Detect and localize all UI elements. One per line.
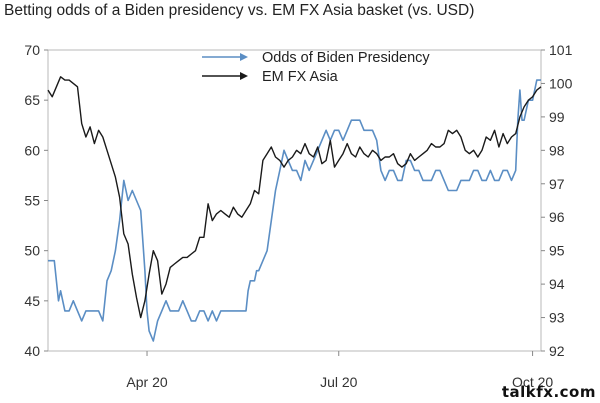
chart-title: Betting odds of a Biden presidency vs. E…: [4, 2, 475, 19]
right-tick-label: 93: [549, 310, 565, 326]
right-tick-label: 96: [549, 209, 565, 225]
left-tick-label: 65: [24, 92, 40, 108]
left-tick-label: 40: [24, 343, 40, 359]
left-tick-label: 45: [24, 293, 40, 309]
right-tick-label: 99: [549, 109, 565, 125]
right-tick-label: 95: [549, 243, 565, 259]
watermark: talkfx.com: [501, 383, 596, 401]
right-tick-label: 98: [549, 142, 565, 158]
x-tick-label: Oct 20: [512, 374, 553, 390]
legend-arrow-icon: [240, 72, 248, 80]
left-tick-label: 60: [24, 142, 40, 158]
right-tick-label: 92: [549, 343, 565, 359]
x-tick-label: Apr 20: [126, 374, 167, 390]
left-tick-label: 50: [24, 243, 40, 259]
left-tick-label: 55: [24, 193, 40, 209]
right-tick-label: 100: [549, 75, 573, 91]
left-axis: 40 45 50 55 60 65 70: [24, 42, 48, 359]
legend-label: Odds of Biden Presidency: [262, 50, 430, 66]
x-tick-label: Jul 20: [320, 374, 358, 390]
legend-label: EM FX Asia: [262, 69, 339, 85]
right-tick-label: 101: [549, 42, 573, 58]
x-axis: Apr 20 Jul 20 Oct 20: [126, 351, 553, 390]
series-lines: [47, 76, 542, 342]
right-axis: 92 93 94 95 96 97 98 99 100 101: [541, 42, 573, 359]
left-tick-label: 70: [24, 42, 40, 58]
series-line-em-fx-asia: [47, 76, 542, 319]
legend-arrow-icon: [240, 53, 248, 61]
right-tick-label: 97: [549, 176, 565, 192]
legend: Odds of Biden Presidency EM FX Asia: [202, 50, 430, 85]
right-tick-label: 94: [549, 276, 565, 292]
series-line-biden-odds: [48, 79, 541, 342]
